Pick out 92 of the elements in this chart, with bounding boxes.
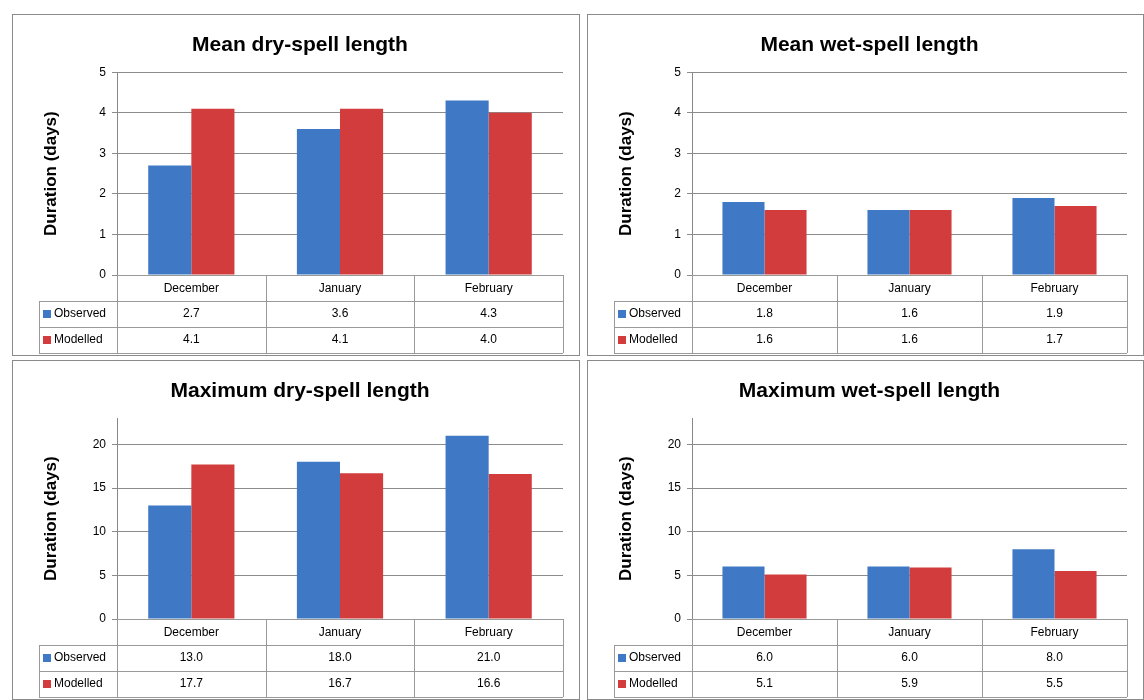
y-tick-label: 10 (92, 524, 107, 539)
x-tick-label: February (464, 280, 513, 295)
x-tick-label: December (163, 624, 220, 639)
legend-label: Modelled (629, 332, 678, 347)
bar (296, 128, 340, 275)
y-tick-label: 3 (674, 145, 682, 160)
y-tick-label: 4 (674, 105, 682, 120)
y-tick-label: 2 (99, 186, 107, 201)
y-tick-label: 2 (674, 186, 682, 201)
data-label: 13.0 (179, 650, 204, 665)
y-tick-label: 1 (99, 226, 107, 241)
bar (296, 461, 340, 619)
y-tick-label: 1 (674, 226, 682, 241)
y-axis-title: Duration (days) (615, 111, 635, 236)
bar (764, 574, 807, 619)
data-label: 6.0 (756, 650, 774, 665)
x-tick-label: December (736, 624, 793, 639)
data-label: 16.7 (328, 676, 352, 691)
y-tick-label: 0 (99, 267, 107, 282)
bar (340, 108, 384, 275)
bar (191, 464, 235, 619)
x-tick-label: February (1030, 624, 1079, 639)
y-tick-label: 5 (99, 64, 107, 79)
y-tick-label: 15 (667, 480, 682, 495)
y-tick-label: 5 (674, 64, 682, 79)
legend-label: Observed (54, 650, 107, 665)
chart-title: Mean wet-spell length (760, 32, 979, 56)
bar (148, 505, 192, 619)
data-label: 4.3 (480, 306, 498, 321)
x-tick-label: January (888, 624, 931, 639)
data-label: 16.6 (476, 676, 501, 691)
bar (867, 566, 910, 619)
data-label: 17.7 (179, 676, 204, 691)
bar (722, 566, 765, 619)
chart-title: Mean dry-spell length (192, 32, 408, 56)
y-tick-label: 5 (99, 567, 107, 582)
legend-label: Observed (629, 650, 682, 665)
bar (340, 473, 384, 619)
bar (148, 165, 192, 275)
data-label: 1.6 (901, 306, 919, 321)
y-tick-label: 20 (667, 436, 682, 451)
x-tick-label: January (888, 280, 931, 295)
y-tick-label: 3 (99, 145, 107, 160)
chart-title: Maximum wet-spell length (738, 378, 1001, 402)
data-label: 2.7 (182, 306, 200, 321)
data-label: 4.1 (331, 332, 349, 347)
y-tick-label: 0 (674, 267, 682, 282)
y-axis-title: Duration (days) (40, 111, 60, 236)
y-axis-title: Duration (days) (40, 456, 60, 581)
y-tick-label: 4 (99, 105, 107, 120)
legend-label: Observed (54, 306, 107, 321)
bar (909, 567, 952, 619)
x-tick-label: December (163, 280, 220, 295)
data-label: 21.0 (476, 650, 501, 665)
legend-label: Modelled (54, 676, 103, 691)
y-tick-label: 0 (99, 611, 107, 626)
data-label: 1.9 (1046, 306, 1064, 321)
data-label: 5.9 (901, 676, 919, 691)
data-label: 6.0 (901, 650, 919, 665)
y-tick-label: 10 (667, 524, 682, 539)
legend-label: Modelled (629, 676, 678, 691)
y-tick-label: 5 (674, 567, 682, 582)
data-label: 1.8 (756, 306, 774, 321)
data-label: 5.1 (756, 676, 774, 691)
bar (488, 474, 532, 619)
y-tick-label: 0 (674, 611, 682, 626)
data-label: 3.6 (331, 306, 349, 321)
bar (191, 108, 235, 275)
data-label: 5.5 (1046, 676, 1064, 691)
data-label: 4.0 (480, 332, 498, 347)
data-label: 18.0 (328, 650, 352, 665)
y-tick-label: 20 (92, 436, 107, 451)
x-tick-label: January (318, 624, 362, 639)
x-tick-label: December (736, 280, 793, 295)
bar (1054, 570, 1097, 619)
chart-title: Maximum dry-spell length (170, 378, 430, 402)
legend-label: Observed (629, 306, 682, 321)
bar (445, 100, 489, 275)
data-label: 4.1 (182, 332, 200, 347)
data-label: 1.7 (1046, 332, 1064, 347)
bar (445, 435, 489, 619)
x-tick-label: January (318, 280, 362, 295)
bar (1012, 549, 1055, 619)
x-tick-label: February (1030, 280, 1079, 295)
data-label: 8.0 (1046, 650, 1064, 665)
x-tick-label: February (464, 624, 513, 639)
data-label: 1.6 (901, 332, 919, 347)
y-axis-title: Duration (days) (615, 456, 635, 581)
bar (488, 112, 532, 275)
y-tick-label: 15 (92, 480, 107, 495)
data-label: 1.6 (756, 332, 774, 347)
legend-label: Modelled (54, 332, 103, 347)
